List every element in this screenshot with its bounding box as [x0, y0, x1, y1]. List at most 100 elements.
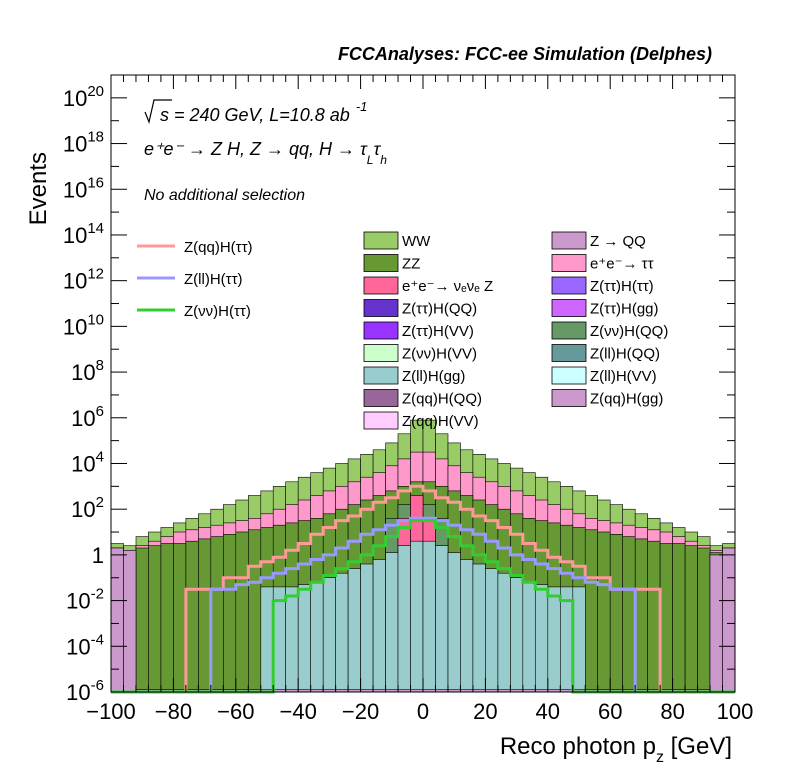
energy-sup: -1 — [356, 99, 368, 114]
y-tick-label-8: 1010 — [63, 311, 104, 339]
x-axis-ticks: −100 −80 −60 −40 −20 0 20 40 60 80 100 — [86, 75, 753, 724]
bar-zz-7 — [198, 538, 212, 693]
selection-annotation: No additional selection — [144, 187, 305, 204]
stack-legend-label-1: Z → QQ — [590, 233, 646, 250]
y-tick-base: 10 — [63, 132, 87, 157]
bar-z-ll-h-gg--37 — [572, 586, 586, 693]
y-tick-base: 10 — [71, 406, 95, 431]
bar-zz-8 — [210, 536, 224, 693]
bar-z-ll-h-gg--25 — [422, 540, 436, 693]
bar-z-ll-h-gg--19 — [347, 568, 361, 693]
bar-z-ll-h-gg--22 — [385, 552, 399, 693]
bar-z-ll-h-gg--31 — [497, 572, 511, 693]
bar-z-ll-h-gg--21 — [372, 559, 386, 693]
bar-zz-5 — [173, 543, 187, 693]
bar-zz-6 — [185, 540, 199, 693]
x-tick-label-6: 20 — [473, 699, 497, 724]
process-tau: τ — [373, 139, 381, 159]
stack-legend-label-9: Z(νν)H(QQ) — [590, 323, 668, 340]
bar-z-ll-h-gg--26 — [435, 545, 449, 693]
bar-z-ll-h-gg--35 — [547, 586, 561, 693]
stack-legend-swatch-13 — [551, 366, 587, 385]
bar-z-ll-h-gg--23 — [397, 545, 411, 693]
stack-legend-label-10: Z(νν)H(VV) — [402, 346, 477, 363]
bar-z-ll-h-gg--14 — [285, 586, 299, 693]
bar-z-ll-h-gg--29 — [472, 563, 486, 693]
bar-zz-9 — [223, 533, 237, 693]
x-axis-label: Reco photon pz [GeV] — [500, 733, 732, 766]
y-tick-base: 10 — [71, 451, 95, 476]
y-tick-label-9: 1012 — [63, 266, 104, 294]
y-tick-label-10: 1014 — [63, 220, 104, 248]
stack-legend-swatch-2 — [363, 254, 399, 272]
stack-legend-label-12: Z(ll)H(gg) — [402, 368, 465, 385]
annotations: s = 240 GeV, L=10.8 ab -1 e⁺e⁻ → Z H, Z →… — [144, 99, 387, 204]
x-tick-label-1: −80 — [155, 699, 192, 724]
bar-z-ll-h-gg--18 — [335, 572, 349, 693]
bar-z-qq-h-vv-z-qq-h-gg-base-0 — [110, 547, 124, 693]
bar-z-qq-h-vv-z-qq-h-gg-base-49 — [722, 547, 736, 693]
y-tick-label-4: 102 — [71, 494, 104, 522]
stack-legend-label-2: ZZ — [402, 256, 420, 273]
bar-z-ll-h-gg--24 — [410, 540, 424, 693]
y-tick-exponent: 12 — [87, 266, 104, 283]
stack-legend-swatch-0 — [363, 231, 399, 250]
y-tick-base: 10 — [71, 360, 95, 385]
y-axis-label: Events — [25, 152, 52, 225]
stack-legend-swatch-10 — [363, 344, 399, 362]
bar-z-ll-h-gg--30 — [485, 568, 499, 693]
bar-z-ll-h-gg--36 — [559, 586, 574, 693]
y-tick-exponent: -6 — [91, 677, 104, 694]
energy-annotation: s = 240 GeV, L=10.8 ab -1 — [160, 99, 367, 125]
stack-legend-label-3: e⁺e⁻→ ττ — [590, 256, 654, 273]
y-tick-label-1: 10-4 — [66, 631, 104, 659]
x-axis-label-sub: z — [656, 749, 664, 766]
x-axis-label-main: Reco photon p — [500, 733, 656, 760]
y-tick-base: 10 — [66, 680, 90, 705]
x-tick-label-10: 100 — [717, 699, 754, 724]
bar-z-ll-h-gg--15 — [297, 584, 312, 693]
y-tick-exponent: 20 — [87, 83, 104, 100]
y-tick-exponent: 14 — [87, 220, 104, 237]
bar-z-ll-h-gg--34 — [534, 584, 549, 693]
bar-z-ll-h-gg--17 — [322, 577, 337, 693]
sqrt-symbol — [144, 99, 172, 125]
y-tick-exponent: 18 — [87, 129, 104, 146]
stack-legend-swatch-15 — [551, 389, 587, 407]
y-tick-exponent: 2 — [96, 494, 104, 511]
bar-z-qq-h-vv-z-qq-h-gg-base-1 — [123, 549, 137, 693]
signal-legend-label-1: Z(ll)H(ττ) — [184, 271, 243, 288]
bar-z-ll-h-gg--12 — [260, 586, 274, 693]
stack-legend-swatch-4 — [363, 276, 399, 295]
bar-zz-47 — [697, 547, 711, 693]
y-tick-base: 10 — [71, 497, 95, 522]
stack-legend-label-16: Z(qq)H(VV) — [402, 413, 479, 430]
bar-zz-11 — [248, 529, 262, 693]
bar-zz-45 — [672, 543, 686, 693]
chart-title: FCCAnalyses: FCC-ee Simulation (Delphes) — [338, 44, 712, 64]
bar-z-qq-h-vv-z-qq-h-gg-base-48 — [709, 554, 723, 693]
bar-zz-43 — [647, 540, 661, 693]
y-tick-base: 10 — [66, 589, 90, 614]
y-tick-base: 10 — [63, 269, 87, 294]
stack-legend-swatch-3 — [551, 254, 587, 272]
stack-legend-label-0: WW — [402, 233, 431, 250]
process-sub1: L — [367, 153, 374, 167]
x-tick-label-7: 40 — [536, 699, 560, 724]
bar-z-ll-h-gg--32 — [510, 577, 524, 693]
bar-zz-4 — [160, 543, 174, 693]
bar-zz-40 — [609, 533, 624, 693]
stack-legend-swatch-7 — [551, 299, 587, 317]
y-tick-label-5: 104 — [71, 448, 104, 476]
y-tick-exponent: 6 — [96, 403, 104, 420]
stack-legend-swatch-6 — [363, 299, 399, 317]
bar-zz-10 — [235, 531, 249, 693]
x-tick-label-5: 0 — [417, 699, 429, 724]
signal-line-0 — [111, 484, 735, 694]
process-annotation: e⁺e⁻ → Z H, Z → qq, H → τLτh — [144, 139, 387, 167]
signal-legend-label-0: Z(qq)H(ττ) — [184, 239, 253, 256]
bar-zz-46 — [684, 545, 698, 693]
y-tick-base: 10 — [63, 177, 87, 202]
x-tick-label-0: −100 — [86, 699, 136, 724]
